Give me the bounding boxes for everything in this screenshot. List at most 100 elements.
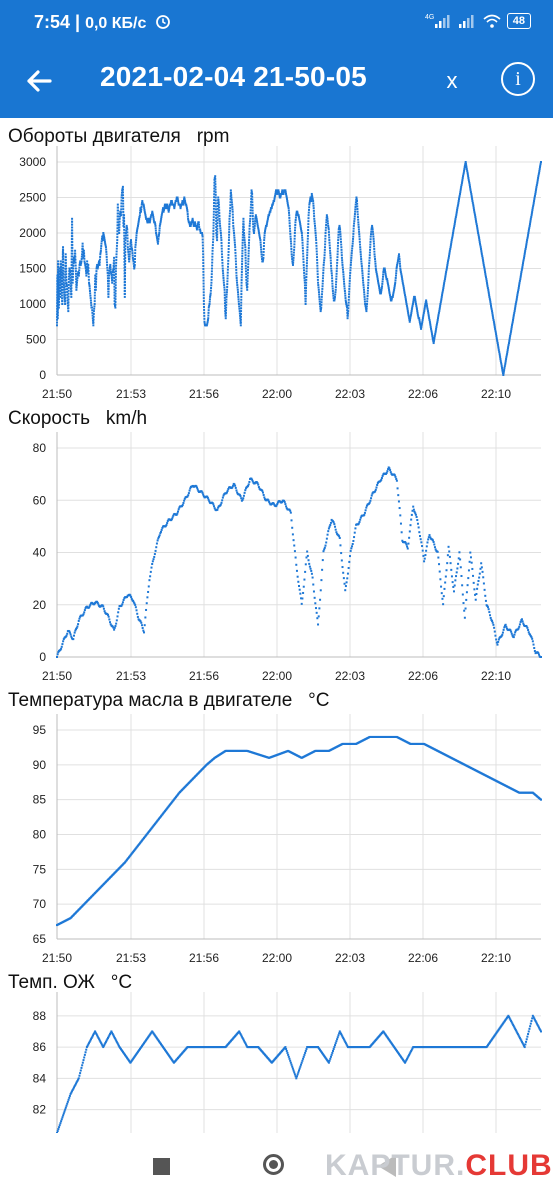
data-point	[408, 320, 411, 323]
data-point	[259, 239, 262, 242]
data-point	[117, 1043, 120, 1046]
data-point	[89, 292, 92, 295]
data-point	[297, 580, 300, 583]
data-point	[176, 512, 179, 515]
data-point	[244, 259, 247, 262]
data-point	[63, 1110, 66, 1113]
data-point	[250, 197, 253, 200]
data-point	[160, 530, 163, 533]
data-point	[202, 493, 205, 496]
data-point	[265, 223, 268, 226]
home-button[interactable]	[263, 1154, 284, 1175]
data-point	[516, 294, 519, 297]
data-point	[56, 284, 59, 287]
data-point	[471, 201, 474, 204]
data-point	[344, 297, 347, 300]
info-button[interactable]: i	[501, 62, 535, 96]
data-point	[448, 249, 451, 252]
data-point	[535, 184, 538, 187]
data-point	[207, 306, 210, 309]
data-point	[522, 622, 525, 625]
data-point	[370, 233, 373, 236]
data-point	[462, 173, 465, 176]
data-point	[428, 534, 431, 537]
data-point	[421, 320, 424, 323]
data-point	[339, 1031, 342, 1034]
data-point	[262, 253, 265, 256]
data-point	[494, 329, 497, 332]
data-point	[304, 1049, 307, 1052]
data-point	[510, 324, 513, 327]
data-point	[83, 609, 86, 612]
data-point	[327, 226, 330, 229]
data-point	[286, 201, 289, 204]
data-point	[167, 208, 170, 211]
data-point	[406, 308, 409, 311]
data-point	[453, 223, 456, 226]
data-point	[216, 224, 219, 227]
data-point	[56, 1132, 58, 1133]
data-point	[285, 1048, 288, 1051]
back-button[interactable]	[22, 64, 56, 98]
data-point	[203, 320, 206, 323]
data-point	[394, 276, 397, 279]
data-point	[211, 502, 214, 505]
data-point	[332, 292, 335, 295]
data-point	[225, 293, 228, 296]
data-point	[79, 260, 82, 263]
data-point	[330, 267, 333, 270]
data-point	[409, 317, 412, 320]
data-point	[290, 250, 293, 253]
data-point	[202, 253, 205, 256]
data-point	[132, 599, 135, 602]
data-point	[95, 272, 98, 275]
chart-rpm: Обороты двигателя rpm 0 500 1000 1500 2000 25…	[0, 126, 553, 408]
data-point	[346, 577, 349, 580]
data-point	[448, 555, 451, 558]
data-point	[115, 256, 118, 259]
data-point	[68, 275, 71, 278]
data-point	[187, 217, 190, 220]
data-point	[508, 1016, 511, 1019]
data-point	[385, 471, 388, 474]
data-point	[313, 222, 316, 225]
recents-button[interactable]	[153, 1158, 170, 1175]
data-point	[122, 199, 125, 202]
data-point	[109, 266, 112, 269]
data-point	[112, 269, 115, 272]
data-point	[92, 321, 95, 324]
data-point	[534, 192, 537, 195]
data-point	[313, 215, 316, 218]
data-point	[530, 1020, 533, 1023]
data-point	[448, 255, 451, 258]
data-point	[456, 205, 459, 208]
data-point	[107, 290, 110, 293]
data-point	[374, 260, 377, 263]
data-point	[540, 1030, 542, 1033]
data-point	[338, 535, 341, 538]
data-point	[121, 185, 124, 188]
nav-back-button[interactable]	[378, 1155, 396, 1177]
data-point	[257, 228, 260, 231]
data-point	[241, 252, 244, 255]
data-point	[61, 1116, 64, 1119]
data-point	[520, 272, 523, 275]
data-point	[237, 300, 240, 303]
data-point	[158, 227, 161, 230]
data-point	[375, 269, 378, 272]
data-point	[314, 234, 317, 237]
data-point	[152, 216, 155, 219]
data-point	[124, 239, 127, 242]
data-point	[138, 214, 141, 217]
close-button[interactable]: x	[446, 68, 458, 93]
data-point	[401, 278, 404, 281]
data-point	[234, 249, 237, 252]
data-point	[509, 1018, 512, 1021]
data-point	[120, 196, 123, 199]
data-point	[321, 287, 324, 290]
data-point	[165, 203, 168, 206]
